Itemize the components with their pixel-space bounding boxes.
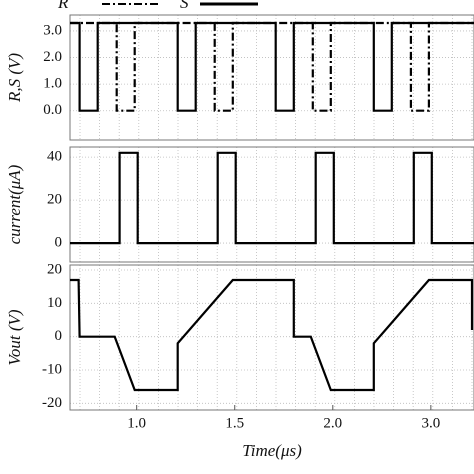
x-tick-label: 2.0 [323, 415, 342, 431]
legend-label: S [180, 0, 189, 12]
y-tick-label: 2.0 [43, 49, 62, 65]
y-axis-label: current(μA) [5, 164, 24, 244]
y-tick-label: 1.0 [43, 76, 62, 92]
y-tick-label: 20 [47, 261, 62, 277]
series-line [70, 21, 474, 112]
legend-label: R [57, 0, 69, 12]
series-line [70, 151, 474, 245]
x-tick-label: 1.0 [127, 415, 146, 431]
y-tick-label: 0 [55, 235, 63, 251]
y-tick-label: 3.0 [43, 22, 62, 38]
y-tick-label: 0.0 [43, 102, 62, 118]
y-tick-label: -10 [42, 361, 62, 377]
y-axis-label: R,S (V) [5, 53, 24, 103]
x-tick-label: 3.0 [421, 415, 440, 431]
y-tick-label: -20 [42, 395, 62, 411]
y-tick-label: 10 [47, 295, 62, 311]
x-tick-label: 1.5 [225, 415, 244, 431]
plot-frame [69, 14, 474, 141]
y-tick-label: 40 [47, 149, 62, 165]
plot-frame [69, 264, 474, 411]
y-axis-label: Vout (V) [5, 309, 24, 366]
y-tick-label: 20 [47, 192, 62, 208]
x-axis-label: Time(μs) [242, 441, 302, 460]
y-tick-label: 0 [55, 328, 63, 344]
series-line [70, 21, 474, 112]
plot-frame [69, 146, 474, 263]
series-line [70, 278, 474, 392]
